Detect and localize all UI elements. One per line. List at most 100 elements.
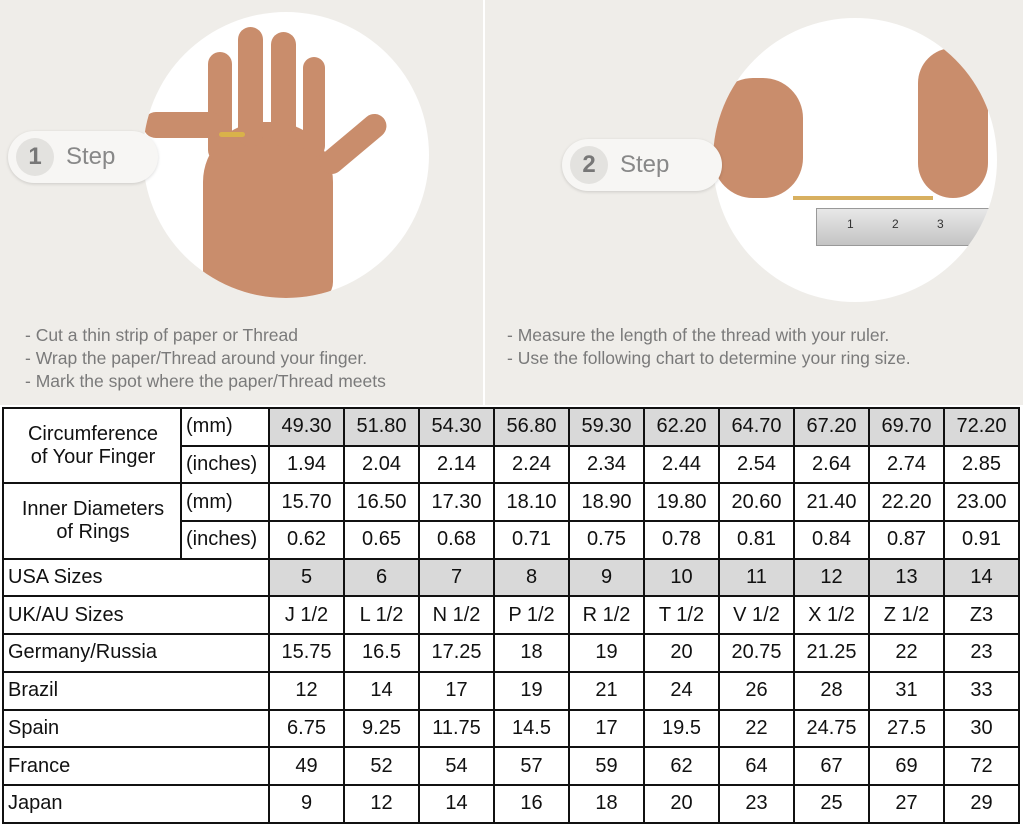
row-label: Brazil <box>2 670 270 711</box>
circumference-mm-row: Circumference (mm) 49.30 51.80 54.30 56.80 59.… <box>2 407 1020 447</box>
step-1-instructions: - Cut a thin strip of paper or Thread - … <box>25 324 386 393</box>
size-value: 2.54 <box>718 444 795 485</box>
size-value: 15.75 <box>268 633 345 673</box>
size-value: 18.90 <box>568 482 645 523</box>
size-value: 2.14 <box>418 444 495 485</box>
row-label: Japan <box>2 783 270 824</box>
size-value: 16.50 <box>343 482 420 523</box>
instruction-line: - Use the following chart to determine y… <box>507 348 911 368</box>
size-value: 64 <box>718 746 795 786</box>
size-value: 18.10 <box>493 482 570 523</box>
size-value: Z 1/2 <box>868 595 945 636</box>
size-row: Germany/Russia 15.75 16.5 17.25 18 19 20 20.75 2… <box>2 633 1020 673</box>
size-value: 62 <box>643 746 720 786</box>
ring-size-table: Circumference (mm) 49.30 51.80 54.30 56.80 59.… <box>2 407 1020 824</box>
size-value: 2.04 <box>343 444 420 485</box>
row-label: Spain <box>2 708 270 749</box>
row-label: UK/AU Sizes <box>2 595 270 636</box>
size-value: 29 <box>943 783 1020 824</box>
size-value: 52 <box>343 746 420 786</box>
step-label: Step <box>620 151 670 178</box>
size-value: 17.30 <box>418 482 495 523</box>
size-value: 11.75 <box>418 708 495 749</box>
size-value: 9.25 <box>343 708 420 749</box>
size-value: 1.94 <box>268 444 345 485</box>
size-value: 72 <box>943 746 1020 786</box>
size-value: 0.78 <box>643 520 720 560</box>
inner-diameter-label: Inner Diameters <box>2 482 182 522</box>
size-value: 69 <box>868 746 945 786</box>
size-value: 23.00 <box>943 482 1020 523</box>
size-value: 72.20 <box>943 407 1020 447</box>
size-value: Z3 <box>943 595 1020 636</box>
size-value: 57 <box>493 746 570 786</box>
size-value: V 1/2 <box>718 595 795 636</box>
size-value: 59.30 <box>568 407 645 447</box>
size-value: R 1/2 <box>568 595 645 636</box>
size-value: 7 <box>418 557 495 598</box>
size-value: 5 <box>268 557 345 598</box>
size-value: 20.60 <box>718 482 795 523</box>
size-value: 18 <box>493 633 570 673</box>
row-label: USA Sizes <box>2 557 270 598</box>
size-value: 19 <box>493 670 570 711</box>
ruler-mark: 3 <box>937 217 944 231</box>
circumference-label: Circumference <box>2 407 182 446</box>
size-value: T 1/2 <box>643 595 720 636</box>
size-value: 69.70 <box>868 407 945 447</box>
size-value: 12 <box>343 783 420 824</box>
unit-label: (inches) <box>180 520 270 560</box>
instruction-line: - Measure the length of the thread with … <box>507 325 890 345</box>
unit-label: (mm) <box>180 482 270 523</box>
row-label: Germany/Russia <box>2 633 270 673</box>
size-value: 0.68 <box>418 520 495 560</box>
size-value: 23 <box>718 783 795 824</box>
circumference-label: of Your Finger <box>2 445 182 485</box>
size-value: 23 <box>943 633 1020 673</box>
size-value: 0.84 <box>793 520 870 560</box>
size-value: 56.80 <box>493 407 570 447</box>
size-value: 0.65 <box>343 520 420 560</box>
ruler-image: 1 2 3 <box>816 208 996 246</box>
size-value: 11 <box>718 557 795 598</box>
size-value: 18 <box>568 783 645 824</box>
size-value: 30 <box>943 708 1020 749</box>
size-value: 21 <box>568 670 645 711</box>
size-value: 9 <box>268 783 345 824</box>
size-value: 14 <box>943 557 1020 598</box>
size-value: 20 <box>643 783 720 824</box>
size-value: 2.24 <box>493 444 570 485</box>
size-value: 2.85 <box>943 444 1020 485</box>
size-value: 21.25 <box>793 633 870 673</box>
size-value: J 1/2 <box>268 595 345 636</box>
size-value: 22 <box>868 633 945 673</box>
size-value: 16.5 <box>343 633 420 673</box>
size-value: 51.80 <box>343 407 420 447</box>
size-value: 22 <box>718 708 795 749</box>
size-row: UK/AU Sizes J 1/2 L 1/2 N 1/2 P 1/2 R 1/2 T 1/… <box>2 595 1020 636</box>
size-value: N 1/2 <box>418 595 495 636</box>
size-value: 2.74 <box>868 444 945 485</box>
step-number: 2 <box>570 146 608 184</box>
step-number: 1 <box>16 138 54 176</box>
size-value: 13 <box>868 557 945 598</box>
size-value: 2.64 <box>793 444 870 485</box>
size-value: 20.75 <box>718 633 795 673</box>
size-value: 9 <box>568 557 645 598</box>
size-value: 33 <box>943 670 1020 711</box>
size-value: L 1/2 <box>343 595 420 636</box>
size-value: 14 <box>343 670 420 711</box>
size-value: 21.40 <box>793 482 870 523</box>
instruction-line: - Cut a thin strip of paper or Thread <box>25 325 299 345</box>
size-value: 22.20 <box>868 482 945 523</box>
panel-divider <box>483 0 485 405</box>
size-value: 19 <box>568 633 645 673</box>
size-value: 19.5 <box>643 708 720 749</box>
instructions-panel: 1 Step - Cut a thin strip of paper or Th… <box>0 0 1023 405</box>
instruction-line: - Mark the spot where the paper/Thread m… <box>25 371 386 391</box>
size-value: 49.30 <box>268 407 345 447</box>
size-row: Japan 9 12 14 16 18 20 23 25 27 29 <box>2 783 1020 824</box>
size-value: 24.75 <box>793 708 870 749</box>
size-value: 2.34 <box>568 444 645 485</box>
unit-label: (inches) <box>180 444 270 485</box>
